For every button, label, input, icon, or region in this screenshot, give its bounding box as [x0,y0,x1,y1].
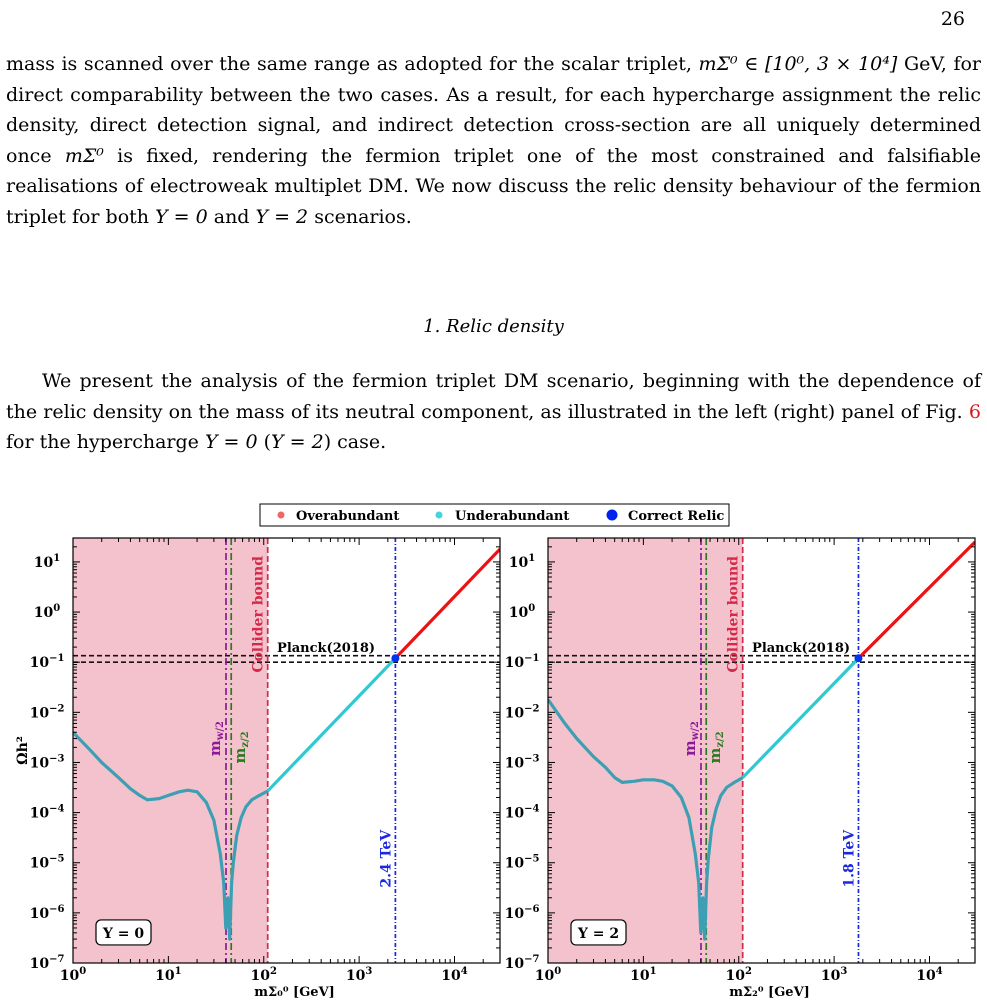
text-run: GeV, for direct comparability between th… [6,53,981,167]
y-tick-label: 10−1 [30,653,65,671]
label-correct-relic-mass: 1.8 TeV [841,829,857,888]
series-underabundant-0 [73,731,269,941]
inline-math: Y = 0 [155,205,208,228]
x-tick-label: 102 [726,966,752,984]
series-underabundant-1 [741,657,860,779]
y-tick-label: 10−4 [30,804,65,822]
relic-density-figure: Overabundant Underabundant Correct Relic P… [15,503,976,1000]
x-axis-label: mΣ₂⁰ [GeV] [729,985,810,1000]
y-tick-label: 100 [34,603,60,621]
legend-marker-2 [606,509,618,521]
paragraph-intro: mass is scanned over the same range as a… [6,49,981,232]
series-overabundant-2 [394,547,500,660]
y-tick-label: 10−1 [505,653,540,671]
correct-relic-point [854,654,863,663]
series-overabundant-2 [857,540,975,660]
axes-frame [72,537,501,964]
series-underabundant-0 [548,698,744,941]
figure-legend: Overabundant Underabundant Correct Relic [259,503,730,527]
x-tick-label: 101 [155,966,181,984]
y-tick-label: 101 [509,553,535,571]
x-tick-label: 101 [630,966,656,984]
page-number: 26 [940,8,965,30]
text-run: ( [257,431,272,453]
legend-label-1: Underabundant [455,509,569,524]
y-tick-label: 100 [509,603,535,621]
inline-math: mΣ⁰ [64,144,104,167]
y-tick-label: 10−2 [30,703,65,721]
plot-area [73,538,500,963]
text-run: We present the analysis of the fermion t… [6,370,981,423]
text-run: ) case. [323,431,387,453]
y-axis-label: Ωh² [15,736,31,765]
legend-label-0: Overabundant [296,509,399,524]
legend-frame [259,503,730,527]
series-underabundant-1 [266,657,397,793]
y-tick-label: 101 [34,553,60,571]
hypercharge-box [95,919,152,946]
inline-math: Y = 2 [271,431,324,453]
x-tick-label: 103 [821,966,847,984]
legend-marker-1 [435,511,443,519]
excluded-region [73,538,268,963]
y-tick-label: 10−6 [30,904,65,922]
axes-frame [547,537,976,964]
y-tick-label: 10−6 [505,904,540,922]
x-tick-label: 103 [346,966,372,984]
label-collider-bound: Collider bound [251,556,267,673]
hypercharge-box [570,919,627,946]
x-tick-label: 102 [251,966,277,984]
y-tick-label: 10−4 [505,804,540,822]
section-heading: 1. Relic density [423,316,564,337]
excluded-region [548,538,743,963]
y-tick-label: 10−3 [505,753,540,771]
paragraph-relic: We present the analysis of the fermion t… [6,366,981,458]
x-tick-label: 100 [535,966,561,984]
text-run: and [207,205,256,228]
text-run: scenarios. [308,205,412,228]
x-tick-label: 104 [916,966,942,984]
correct-relic-point [391,654,400,663]
text-run: mass is scanned over the same range as a… [6,53,699,75]
y-tick-label: 10−5 [505,854,540,872]
legend-label-2: Correct Relic [628,509,724,524]
inline-math: Y = 0 [204,431,258,453]
figure-reference-link[interactable]: 6 [968,400,981,423]
y-tick-label: 10−5 [30,854,65,872]
x-axis-label: mΣ₀⁰ [GeV] [254,985,335,1000]
planck-label: Planck(2018) [752,641,850,656]
planck-label: Planck(2018) [277,641,375,656]
text-run: is fixed, rendering the fermion triplet … [6,144,981,228]
label-collider-bound: Collider bound [726,556,742,673]
legend-marker-0 [277,511,285,519]
inline-math: Y = 2 [255,205,309,228]
y-tick-label: 10−3 [30,753,65,771]
plot-area [548,538,975,963]
inline-math: mΣ⁰ ∈ [10⁰, 3 × 10⁴] [698,53,898,75]
x-tick-label: 100 [60,966,86,984]
text-run: for the hypercharge [6,431,205,453]
hypercharge-label: Y = 2 [577,926,619,942]
x-tick-label: 104 [441,966,467,984]
y-tick-label: 10−2 [505,703,540,721]
hypercharge-label: Y = 0 [102,926,144,942]
label-correct-relic-mass: 2.4 TeV [378,829,394,888]
